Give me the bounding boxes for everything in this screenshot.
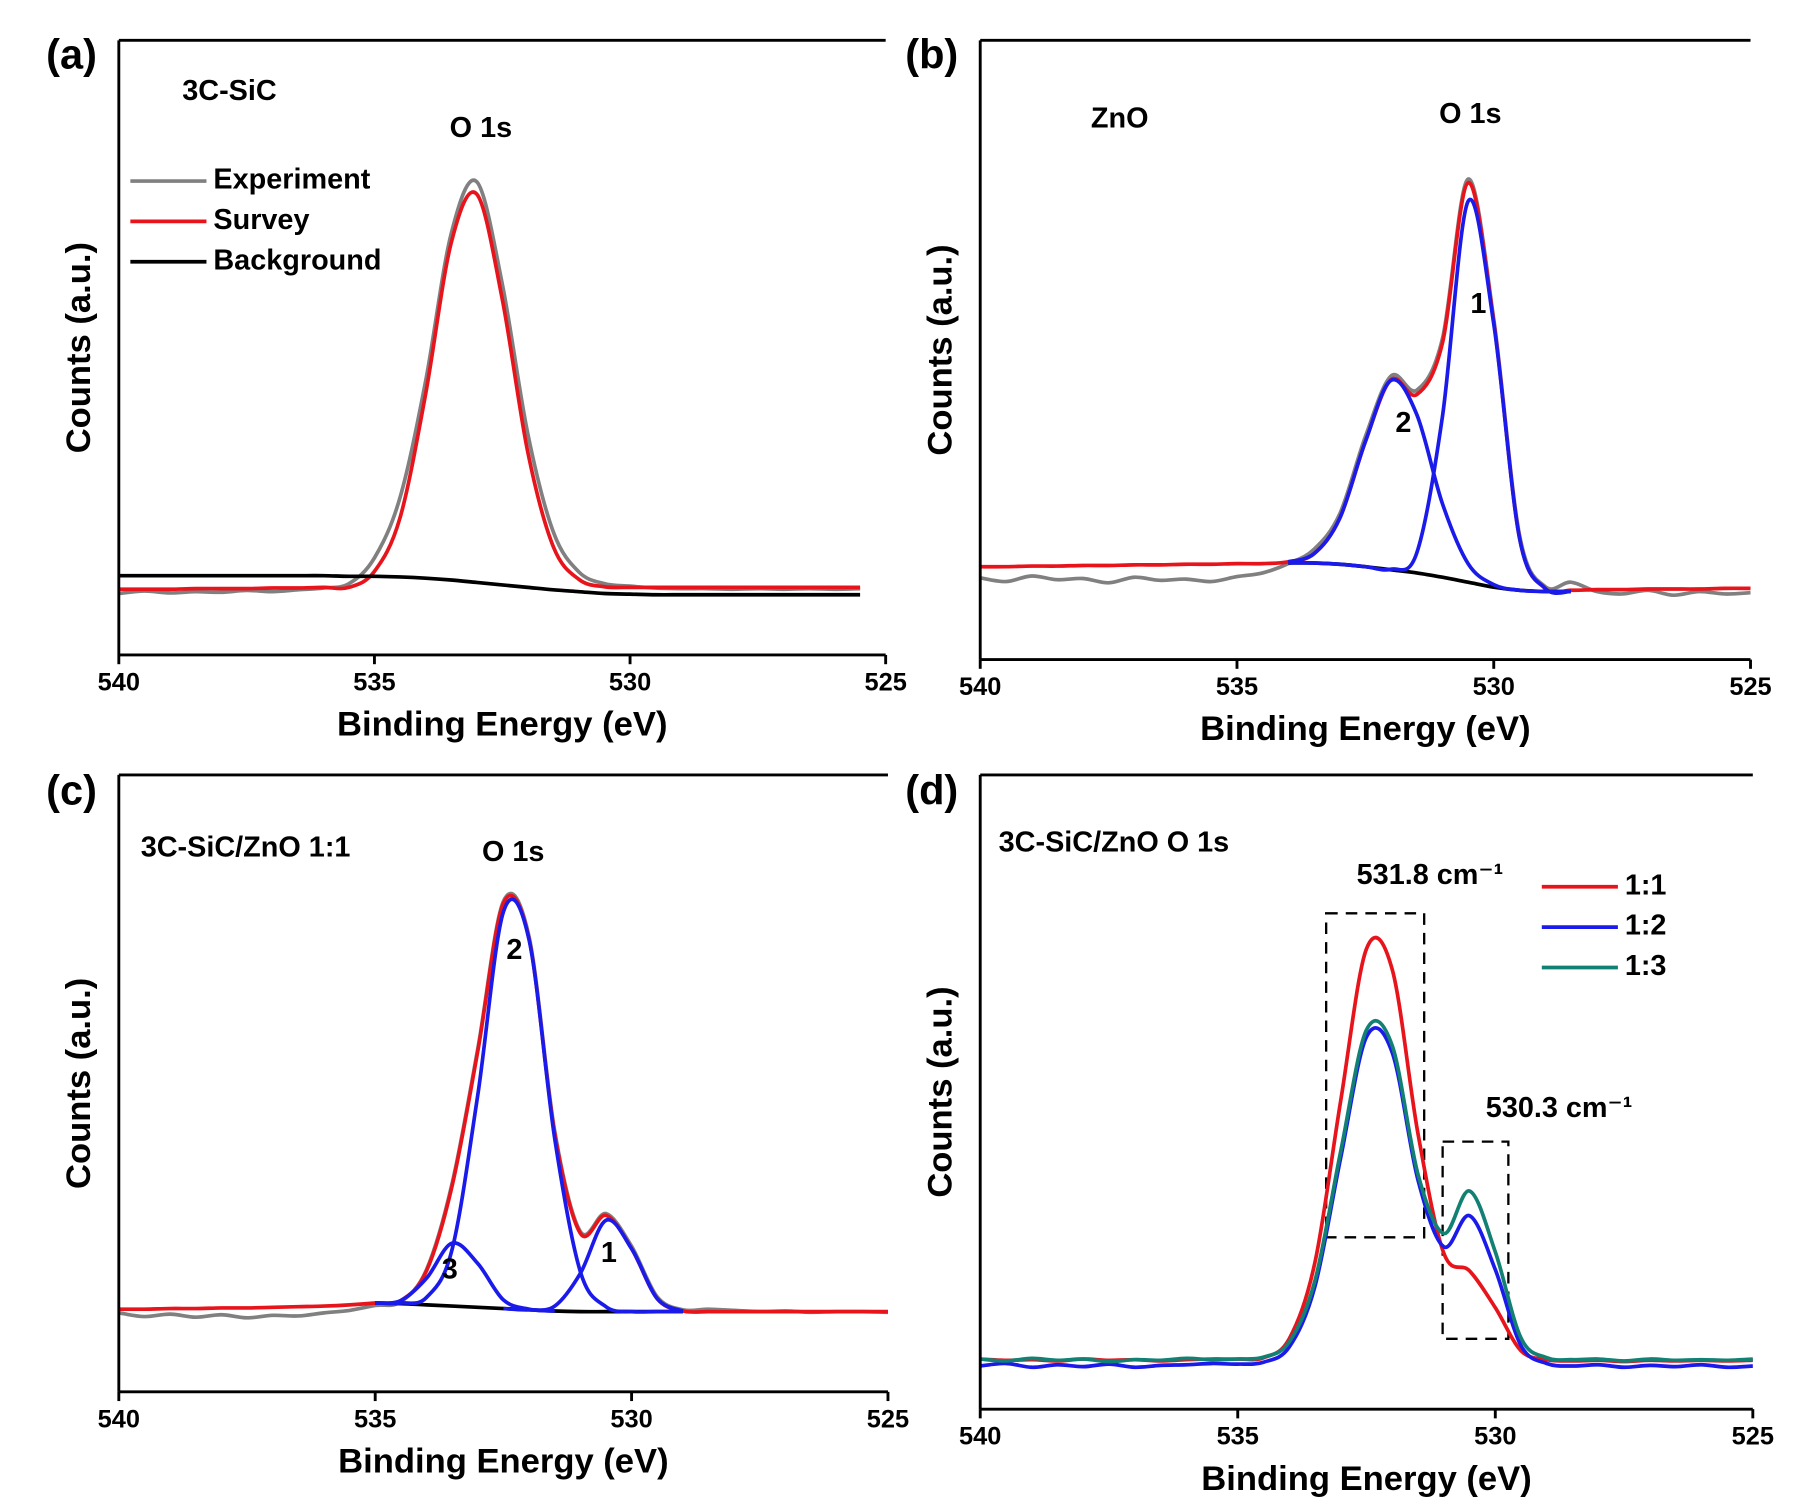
annotation: 1 (1470, 288, 1486, 320)
legend-label: Survey (213, 204, 309, 236)
annotation: 3C-SiC/ZnO O 1s (999, 827, 1230, 859)
spectrum-line (979, 177, 1751, 598)
legend-label: Background (213, 244, 381, 276)
panel-label: (c) (46, 766, 97, 813)
x-tick-label: 530 (610, 1405, 652, 1433)
x-tick-label: 525 (865, 669, 907, 697)
x-tick-label: 530 (1474, 1423, 1516, 1451)
annotation: 1 (601, 1237, 617, 1269)
annotation: 2 (506, 934, 522, 966)
legend-label: 1:3 (1625, 950, 1667, 982)
spectrum-line (980, 935, 1753, 1364)
x-tick-label: 525 (1732, 1423, 1774, 1451)
spectrum-line (118, 891, 889, 1320)
highlight-box (1441, 1140, 1510, 1340)
panel-label: (d) (905, 766, 958, 813)
x-axis-label: Binding Energy (eV) (1200, 710, 1530, 748)
x-axis-label: Binding Energy (eV) (337, 706, 667, 744)
annotation: 530.3 cm⁻¹ (1486, 1092, 1633, 1124)
highlight-box (1325, 912, 1426, 1239)
panel: 540 535 530 525 Binding Energy (eV) Counts (a… (46, 766, 909, 1480)
annotation: O 1s (450, 112, 512, 144)
x-axis-label: Binding Energy (eV) (1201, 1460, 1531, 1498)
panel-label: (b) (905, 31, 958, 78)
x-tick-label: 540 (98, 1405, 140, 1433)
spectrum-line (980, 180, 1751, 595)
x-tick-label: 535 (1217, 1423, 1259, 1451)
spectrum-line (503, 1218, 684, 1313)
spectrum-line (118, 893, 888, 1314)
annotation: 3C-SiC (182, 75, 277, 107)
x-tick-label: 535 (354, 1405, 396, 1433)
y-axis-label: Counts (a.u.) (921, 244, 959, 455)
x-tick-label: 525 (1729, 673, 1771, 701)
spectrum-line (375, 1241, 555, 1313)
x-tick-label: 540 (959, 1423, 1001, 1451)
panel: 540 535 530 525 Binding Energy (eV) Counts (a… (46, 31, 907, 744)
x-tick-label: 530 (1473, 673, 1515, 701)
legend-label: 1:1 (1625, 869, 1667, 901)
spectrum-line (1287, 377, 1571, 594)
annotation: 2 (1395, 407, 1411, 439)
y-axis-label: Counts (a.u.) (60, 242, 98, 453)
panel: 540 535 530 525 Binding Energy (eV) Counts (a… (905, 31, 1771, 749)
spectrum-line (375, 897, 683, 1314)
spectrum-line (118, 190, 861, 592)
annotation: O 1s (1439, 98, 1501, 130)
x-axis-label: Binding Energy (eV) (338, 1442, 668, 1480)
y-axis-label: Counts (a.u.) (60, 978, 98, 1189)
annotation: O 1s (482, 836, 544, 868)
legend-label: 1:2 (1625, 910, 1667, 942)
x-tick-label: 525 (867, 1405, 909, 1433)
panel-label: (a) (46, 31, 97, 78)
x-tick-label: 535 (353, 669, 395, 697)
legend-label: Experiment (213, 164, 370, 196)
panel: 540 535 530 525 Binding Energy (eV) Counts (a… (905, 766, 1774, 1497)
annotation: 531.8 cm⁻¹ (1357, 859, 1504, 891)
annotation: 3 (442, 1253, 458, 1285)
x-tick-label: 540 (98, 669, 140, 697)
x-tick-label: 540 (959, 673, 1001, 701)
x-tick-label: 530 (609, 669, 651, 697)
x-tick-label: 535 (1216, 673, 1258, 701)
y-axis-label: Counts (a.u.) (921, 986, 959, 1197)
spectrum-line (118, 573, 861, 597)
spectrum-line (980, 1026, 1753, 1370)
annotation: 3C-SiC/ZnO 1:1 (141, 831, 351, 863)
annotation: ZnO (1091, 103, 1149, 135)
spectrum-line (980, 1019, 1753, 1364)
spectrum-line (1288, 197, 1571, 596)
